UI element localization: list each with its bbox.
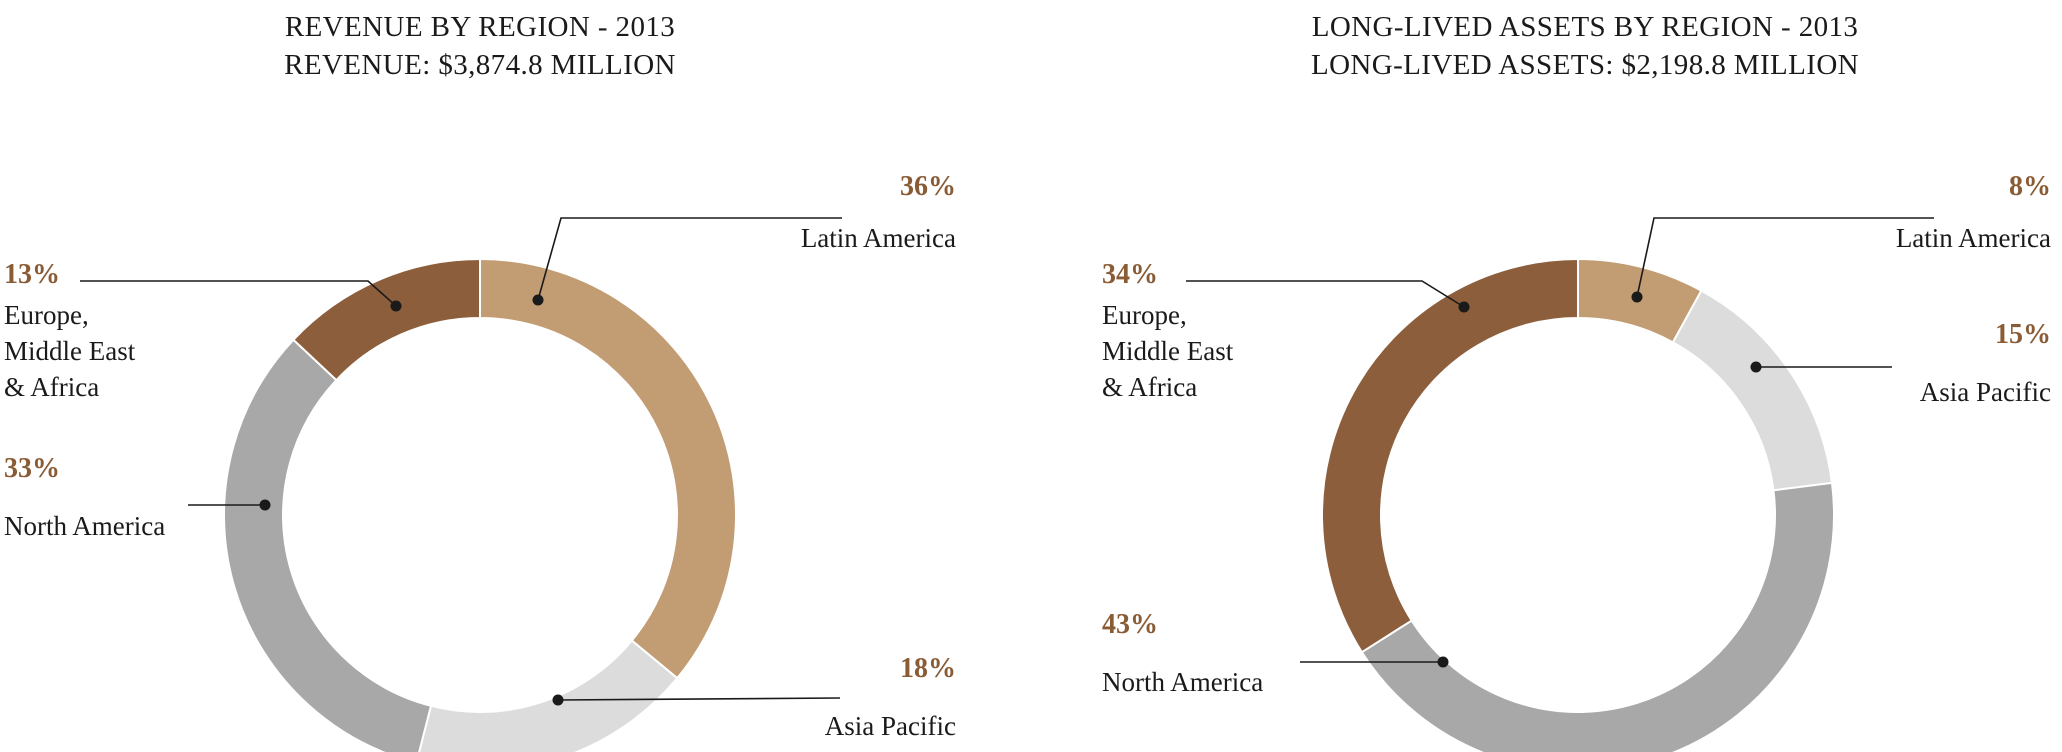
chart2-title-line1: LONG-LIVED ASSETS BY REGION - 2013 <box>1311 11 1859 43</box>
percent-value: 36% <box>900 171 956 202</box>
leader-dot <box>1631 291 1643 303</box>
callout-revenue-north-america: 33% North America <box>4 452 165 544</box>
donut-segment <box>223 338 433 752</box>
percent-value: 15% <box>1995 319 2051 350</box>
percent-value: 18% <box>900 653 956 684</box>
region-label: Asia Pacific <box>1919 377 2051 407</box>
percent-value: 13% <box>4 259 60 290</box>
callout-assets-emea: 34% Europe, Middle East & Africa <box>1102 258 1233 405</box>
leader-dot <box>1437 656 1449 668</box>
donut-segment <box>418 639 679 752</box>
leader-line <box>537 217 842 301</box>
region-label: Europe, <box>4 300 89 330</box>
region-label: Europe, <box>1102 300 1187 330</box>
leader-line <box>1186 280 1465 308</box>
donut-segment <box>291 257 481 382</box>
region-label: Latin America <box>1895 223 2051 253</box>
chart1-title: REVENUE BY REGION - 2013 REVENUE: $3,874… <box>60 8 900 84</box>
leader-dot <box>390 300 402 312</box>
percent-value: 34% <box>1102 259 1158 290</box>
callout-assets-north-america: 43% North America <box>1102 608 1263 700</box>
region-label: North America <box>1102 667 1264 697</box>
leader-dot <box>1458 301 1470 313</box>
callout-assets-asia-pacific: 15% Asia Pacific <box>1920 318 2051 410</box>
leader-line <box>557 697 841 701</box>
region-label: Middle East <box>4 336 136 366</box>
chart2-title-line2: LONG-LIVED ASSETS: $2,198.8 MILLION <box>1310 49 1860 81</box>
donut-segment <box>1360 481 1835 752</box>
region-label: North America <box>4 511 166 541</box>
region-label: Latin America <box>800 223 956 253</box>
leader-dot <box>532 294 544 306</box>
callout-revenue-asia-pacific: 18% Asia Pacific <box>825 652 956 744</box>
region-label: Middle East <box>1102 336 1234 366</box>
leader-line <box>80 280 397 307</box>
donut-segment <box>479 257 737 680</box>
donut-segment <box>1321 257 1579 654</box>
region-label: Asia Pacific <box>824 711 956 741</box>
region-label: & Africa <box>1102 372 1198 402</box>
chart2-title: LONG-LIVED ASSETS BY REGION - 2013 LONG-… <box>1165 8 2005 84</box>
leader-dot <box>1750 361 1762 373</box>
leader-line <box>1636 217 1934 298</box>
donut-segment <box>1671 289 1834 492</box>
percent-value: 43% <box>1102 609 1158 640</box>
leader-dot <box>552 694 564 706</box>
leader-dot <box>259 499 271 511</box>
region-label: & Africa <box>4 372 100 402</box>
callout-revenue-latin-america: 36% Latin America <box>801 170 956 256</box>
percent-value: 8% <box>2009 171 2051 202</box>
callout-assets-latin-america: 8% Latin America <box>1896 170 2051 256</box>
percent-value: 33% <box>4 453 60 484</box>
chart1-title-line2: REVENUE: $3,874.8 MILLION <box>284 49 676 81</box>
callout-revenue-emea: 13% Europe, Middle East & Africa <box>4 258 135 405</box>
chart1-title-line1: REVENUE BY REGION - 2013 <box>284 11 676 43</box>
